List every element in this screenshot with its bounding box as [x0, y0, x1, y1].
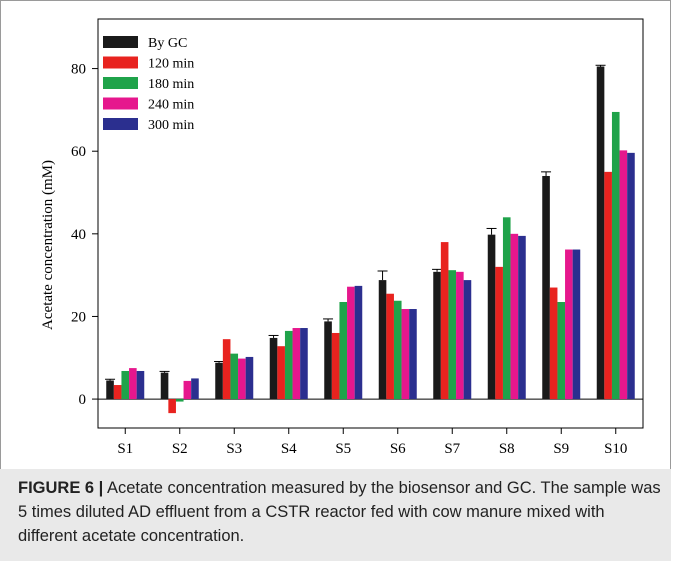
bar	[168, 399, 176, 414]
bar	[487, 234, 496, 400]
bar	[113, 385, 122, 400]
bar	[401, 309, 410, 400]
y-axis-title: Acetate concentration (mM)	[40, 160, 56, 330]
legend-label: 180 min	[148, 77, 194, 92]
bar	[440, 242, 449, 400]
bar	[611, 111, 620, 400]
bar	[495, 266, 503, 400]
bar	[448, 270, 457, 400]
bar	[292, 328, 301, 400]
bar	[409, 309, 417, 400]
legend-swatch	[103, 56, 138, 69]
bar	[238, 358, 246, 400]
x-tick-label: S9	[553, 441, 569, 457]
bar	[300, 328, 308, 400]
bar	[106, 380, 114, 400]
plot-frame	[97, 18, 644, 429]
plot-area: 0 20 40 60 80 S1 S2 S3 S4 S5 S6 S7 S8 S9 S10 By GC 120 m…	[71, 18, 644, 457]
bar	[596, 66, 605, 400]
bar	[565, 249, 573, 400]
caption-figure-label: FIGURE 6 |	[18, 479, 104, 497]
legend-label: 240 min	[148, 98, 194, 113]
bar	[136, 370, 145, 400]
bar	[183, 380, 192, 400]
bar	[129, 368, 137, 400]
bar	[518, 235, 526, 400]
x-tick-label: S10	[604, 441, 627, 457]
bar	[619, 150, 628, 400]
bar	[604, 171, 612, 400]
bar	[175, 399, 184, 402]
bar	[354, 285, 363, 400]
figure-caption: FIGURE 6 | Acetate concentration measure…	[18, 476, 663, 548]
bar	[502, 217, 511, 400]
bar	[542, 175, 550, 400]
legend-swatch	[103, 97, 138, 110]
x-tick-label: S2	[172, 441, 188, 457]
bar	[245, 356, 254, 400]
bar	[277, 346, 285, 400]
legend-label: By GC	[148, 36, 187, 51]
x-tick-label: S8	[499, 441, 515, 457]
x-tick-label: S5	[335, 441, 351, 457]
bar	[339, 301, 348, 400]
bar	[572, 249, 581, 400]
caption-background	[0, 469, 671, 561]
bar	[160, 372, 169, 400]
x-tick-label: S6	[390, 441, 406, 457]
bar	[191, 378, 199, 400]
bar	[557, 301, 566, 400]
x-tick-label: S3	[226, 441, 242, 457]
legend-label: 300 min	[148, 118, 194, 133]
y-tick-label: 20	[71, 309, 86, 325]
y-tick-label: 80	[71, 62, 86, 78]
bar	[510, 233, 519, 400]
legend-swatch	[103, 77, 138, 89]
bar	[549, 287, 558, 400]
bar	[215, 362, 223, 400]
bar-chart: 0 20 40 60 80 S1 S2 S3 S4 S5 S6 S7 S8 S9 S10 By GC 120 m…	[40, 18, 644, 457]
bar	[331, 332, 340, 400]
bar	[386, 293, 394, 400]
bar	[284, 330, 293, 400]
bar	[347, 286, 355, 400]
legend-label: 120 min	[148, 57, 194, 72]
y-tick-label: 60	[71, 144, 86, 160]
bar	[222, 339, 231, 400]
x-tick-label: S7	[444, 441, 460, 457]
bar	[627, 152, 635, 400]
y-tick-label: 0	[79, 392, 87, 408]
y-tick-label: 40	[71, 227, 86, 243]
caption-text: Acetate concentration measured by the bi…	[18, 479, 661, 545]
bar	[324, 321, 332, 400]
x-tick-label: S1	[117, 441, 133, 457]
bar	[121, 370, 130, 400]
bar	[269, 337, 278, 400]
bar	[463, 280, 472, 400]
bar	[456, 271, 464, 400]
bar	[393, 300, 402, 400]
bar	[433, 271, 441, 400]
legend-swatch	[103, 36, 138, 48]
x-tick-label: S4	[281, 441, 297, 457]
legend-swatch	[103, 118, 138, 130]
bar	[230, 353, 239, 400]
bar	[378, 280, 387, 400]
